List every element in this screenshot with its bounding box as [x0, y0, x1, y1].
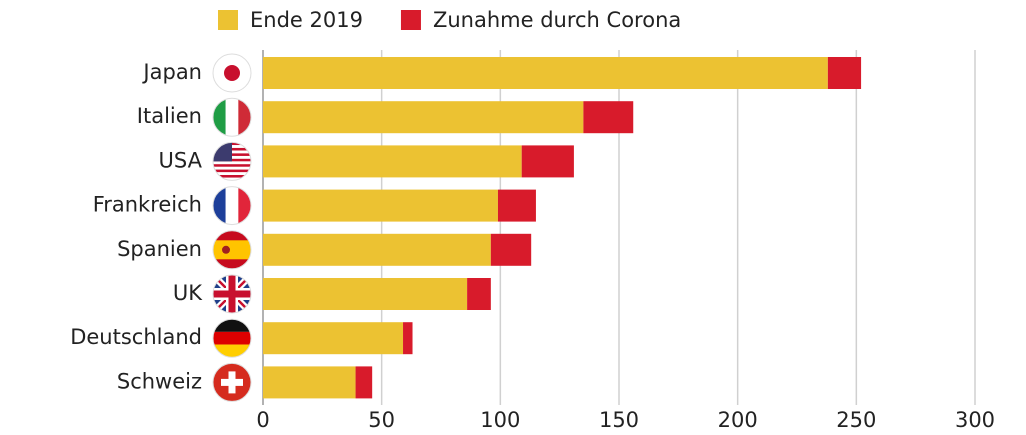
bar-segment [583, 101, 634, 134]
flag-border [212, 230, 252, 270]
bar-segment [263, 145, 522, 178]
y-tick-label: Italien [137, 104, 202, 128]
flag-border [212, 53, 252, 93]
flag-part [213, 177, 251, 181]
legend-label: Zunahme durch Corona [433, 8, 681, 32]
flag-part [225, 98, 239, 137]
legend-label: Ende 2019 [250, 8, 363, 32]
bar-segment [263, 57, 828, 89]
bar-segment [827, 57, 862, 89]
bar-segment [497, 189, 536, 222]
bar-segment [263, 233, 491, 266]
bar-segment [403, 322, 413, 355]
x-tick-label: 200 [718, 408, 758, 432]
flag [212, 274, 252, 314]
flag-body [213, 230, 251, 269]
flag-part [213, 161, 251, 165]
bar-segment [521, 145, 574, 178]
flag [212, 186, 252, 226]
y-tick-label: Deutschland [70, 325, 202, 349]
x-tick-label: 250 [836, 408, 876, 432]
y-tick-label: Frankreich [93, 193, 202, 217]
flag-part [221, 378, 243, 386]
flag-border [212, 97, 252, 137]
flag [212, 97, 252, 137]
flag-border [212, 186, 252, 226]
flag-part [213, 344, 251, 358]
flag-part [225, 186, 239, 225]
legend-swatch [218, 10, 238, 30]
flag [212, 230, 252, 270]
x-tick-label: 300 [955, 408, 995, 432]
x-tick-label: 0 [256, 408, 269, 432]
flag [212, 53, 252, 93]
x-tick-label: 150 [599, 408, 639, 432]
flag-border [212, 141, 252, 181]
y-tick-label: Japan [141, 60, 202, 84]
flag-body [213, 186, 251, 225]
bar-segment [263, 278, 468, 310]
flag-part [238, 98, 251, 137]
flag-body [213, 319, 251, 358]
flag-border [212, 362, 252, 402]
flag-body [213, 54, 251, 92]
flag-border [212, 318, 252, 358]
x-tick-label: 100 [480, 408, 520, 432]
flag-body [213, 363, 251, 402]
flag-part [213, 174, 251, 178]
flag-body [213, 98, 251, 137]
y-tick-label: UK [173, 281, 203, 305]
flag-part [222, 245, 230, 254]
flag [212, 141, 252, 181]
bar-segment [263, 189, 498, 222]
flag-part [213, 98, 226, 137]
flag-part [213, 319, 251, 332]
flag-body [213, 275, 251, 313]
flag-part [213, 186, 226, 225]
flag-part [213, 166, 251, 170]
flag-part [238, 186, 251, 225]
flag-part [224, 65, 240, 81]
x-tick-label: 50 [368, 408, 395, 432]
flag [212, 362, 252, 402]
y-tick-label: Spanien [117, 237, 202, 261]
bar-segment [263, 101, 584, 134]
bar-segment [355, 366, 373, 399]
flag-part [213, 164, 251, 167]
flag-part [213, 290, 251, 298]
legend-swatch [400, 10, 421, 30]
flag-part [213, 240, 251, 260]
bar-segment [467, 278, 491, 310]
flag-part [213, 169, 251, 173]
flag-border [212, 274, 252, 314]
bar-segment [263, 366, 356, 399]
flag-part [213, 331, 251, 345]
bar-segment [263, 322, 404, 355]
flag [212, 318, 252, 358]
y-tick-label: Schweiz [117, 369, 202, 393]
y-tick-label: USA [159, 148, 203, 172]
flag-part [213, 172, 251, 175]
bar-segment [490, 233, 532, 266]
